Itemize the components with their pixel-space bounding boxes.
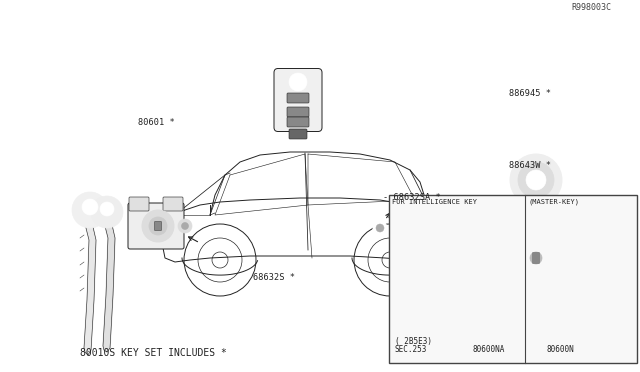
FancyBboxPatch shape — [287, 93, 309, 103]
Text: 80600N: 80600N — [547, 345, 574, 354]
Circle shape — [91, 196, 123, 228]
Text: 88643W *: 88643W * — [509, 161, 551, 170]
Circle shape — [289, 73, 307, 91]
Circle shape — [526, 170, 546, 190]
FancyBboxPatch shape — [163, 197, 183, 211]
Text: R998003C: R998003C — [571, 3, 611, 12]
Circle shape — [510, 289, 518, 297]
FancyBboxPatch shape — [500, 285, 572, 301]
Text: FOR INTELLIGENCE KEY: FOR INTELLIGENCE KEY — [392, 199, 477, 205]
FancyBboxPatch shape — [532, 253, 540, 263]
FancyBboxPatch shape — [154, 221, 161, 231]
Circle shape — [524, 246, 548, 270]
Text: SEC.253: SEC.253 — [395, 345, 428, 354]
Circle shape — [178, 219, 192, 233]
Circle shape — [554, 289, 562, 297]
Circle shape — [530, 252, 542, 264]
Circle shape — [142, 210, 174, 242]
FancyBboxPatch shape — [274, 68, 322, 131]
Circle shape — [82, 199, 98, 215]
Polygon shape — [82, 208, 96, 355]
Circle shape — [72, 192, 108, 228]
Circle shape — [376, 224, 384, 232]
Text: 80010S KEY SET INCLUDES *: 80010S KEY SET INCLUDES * — [80, 348, 227, 358]
Text: 80601 *: 80601 * — [138, 118, 174, 127]
Circle shape — [182, 222, 189, 230]
Text: - 68632SA *: - 68632SA * — [383, 193, 440, 202]
Polygon shape — [102, 210, 115, 352]
Circle shape — [435, 235, 445, 245]
Circle shape — [100, 202, 114, 216]
FancyBboxPatch shape — [516, 216, 556, 236]
FancyBboxPatch shape — [289, 129, 307, 139]
Circle shape — [373, 221, 387, 235]
Circle shape — [518, 162, 554, 198]
Circle shape — [149, 217, 167, 235]
Circle shape — [510, 154, 562, 206]
Text: 80600NA: 80600NA — [472, 345, 505, 354]
Text: 886945 *: 886945 * — [509, 89, 551, 97]
FancyBboxPatch shape — [287, 107, 309, 117]
Text: 68632S *: 68632S * — [253, 273, 295, 282]
FancyBboxPatch shape — [129, 197, 149, 211]
Bar — [389, 195, 637, 363]
FancyBboxPatch shape — [128, 203, 184, 249]
Text: ( 2B5E3): ( 2B5E3) — [395, 337, 432, 346]
FancyBboxPatch shape — [287, 117, 309, 127]
Text: (MASTER-KEY): (MASTER-KEY) — [528, 198, 579, 205]
FancyBboxPatch shape — [509, 228, 563, 290]
